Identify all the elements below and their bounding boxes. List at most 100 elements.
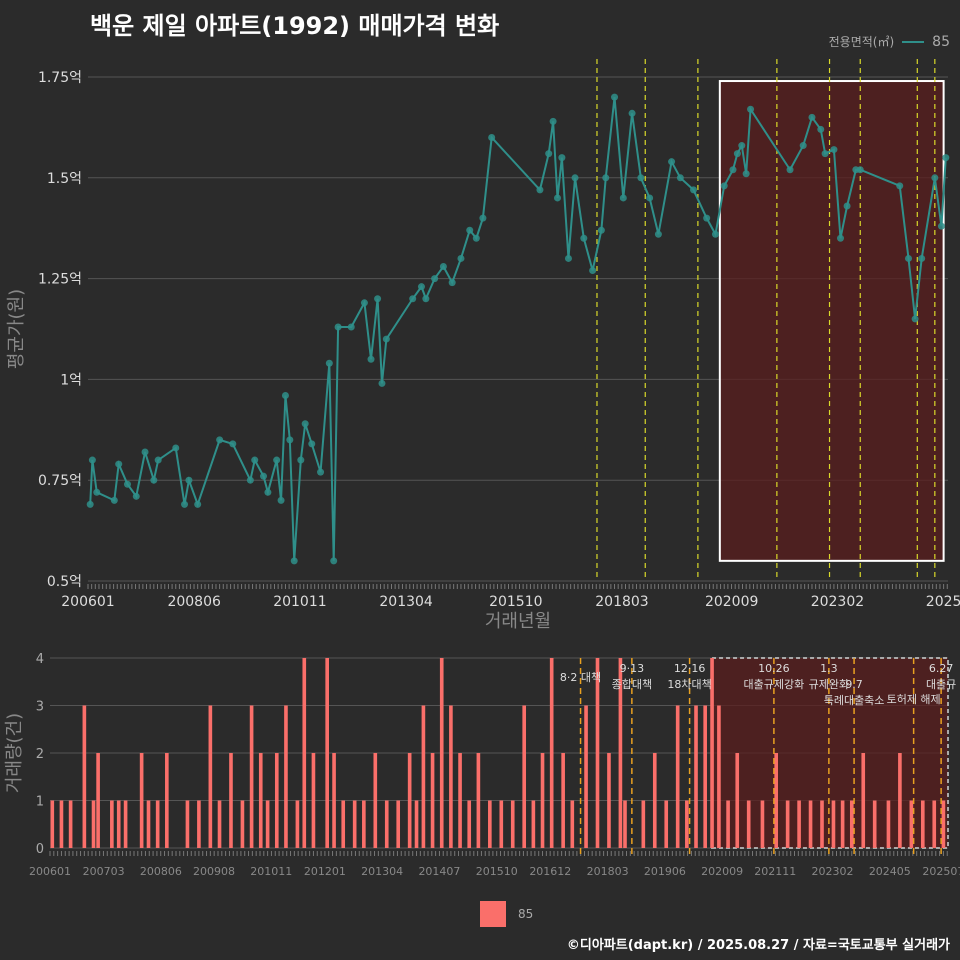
volume-bar — [717, 705, 721, 848]
price-line — [89, 97, 947, 561]
volume-bar — [476, 753, 481, 848]
price-point — [654, 230, 662, 238]
volume-bar — [407, 753, 412, 848]
price-point — [918, 254, 926, 262]
price-point — [229, 440, 237, 448]
volume-bar — [861, 753, 866, 848]
highlight-box — [718, 80, 945, 562]
price-point — [466, 226, 474, 234]
x-tick-label: 201011 — [273, 594, 326, 610]
price-point — [558, 154, 566, 162]
volume-bar — [91, 800, 96, 848]
x-tick-label: 201906 — [644, 865, 686, 878]
price-point — [942, 154, 950, 162]
y-axis-label: 평균가(원) — [6, 289, 27, 369]
volume-bar — [185, 800, 190, 848]
price-point — [817, 125, 825, 133]
volume-bar — [831, 800, 836, 848]
y-tick-label: 0 — [36, 842, 44, 857]
volume-bar — [430, 753, 435, 848]
price-point — [439, 263, 447, 271]
price-point — [646, 194, 654, 202]
policy-label: 12·16 — [674, 662, 706, 675]
volume-bar — [439, 658, 444, 848]
volume-bar — [872, 800, 877, 848]
price-point — [589, 267, 597, 275]
volume-bar — [341, 800, 346, 848]
volume-bar — [703, 705, 707, 848]
volume-bar — [414, 800, 419, 848]
legend-bar-swatch — [480, 901, 506, 927]
price-point — [181, 500, 189, 508]
price-point — [172, 444, 180, 452]
price-point — [308, 440, 316, 448]
volume-bar — [68, 800, 73, 848]
price-point — [297, 456, 305, 464]
legend-bottom-value: 85 — [518, 907, 534, 921]
policy-label: 6.27 — [929, 662, 954, 675]
volume-bar — [146, 800, 151, 848]
volume-bar — [352, 800, 357, 848]
price-point — [360, 299, 368, 307]
price-point — [747, 105, 755, 113]
volume-bar — [898, 753, 902, 848]
price-point — [264, 488, 272, 496]
volume-bar — [421, 705, 426, 848]
price-point — [417, 283, 425, 291]
volume-bar — [652, 753, 657, 848]
price-point — [457, 254, 465, 262]
price-point — [896, 182, 904, 190]
legend-top-value: 85 — [932, 33, 950, 50]
volume-bar — [274, 753, 279, 848]
price-point — [597, 226, 605, 234]
price-point — [141, 448, 149, 456]
price-point — [88, 456, 96, 464]
price-point — [93, 488, 101, 496]
price-point — [330, 557, 338, 565]
volume-bar — [325, 658, 330, 848]
price-point — [571, 174, 579, 182]
price-point — [611, 93, 619, 101]
x-tick-label: 200806 — [140, 865, 182, 878]
price-point — [808, 113, 816, 121]
volume-bar — [909, 800, 914, 848]
volume-bar — [258, 753, 263, 848]
volume-bar — [641, 800, 646, 848]
legend-top: 전용면적(㎡) 85 — [829, 33, 950, 50]
volume-bar — [155, 800, 160, 848]
volume-bar — [726, 800, 730, 848]
policy-label: 종합대책 — [612, 678, 652, 691]
price-point — [246, 476, 254, 484]
price-point — [132, 492, 140, 500]
legend-top-label: 전용면적(㎡) — [828, 35, 895, 49]
policy-label: 특례대출축소 — [824, 694, 885, 707]
volume-bar — [584, 705, 588, 848]
price-point — [194, 500, 202, 508]
price-point — [856, 166, 864, 174]
price-point — [738, 142, 746, 150]
x-tick-label: 202405 — [869, 865, 911, 878]
x-tick-label: 202302 — [811, 594, 864, 610]
volume-bar — [664, 800, 669, 848]
y-tick-label: 1.5억 — [47, 171, 82, 187]
volume-bar — [531, 800, 536, 848]
x-tick-label: 201803 — [587, 865, 629, 878]
x-tick-label: 201304 — [379, 594, 433, 610]
price-point — [378, 379, 386, 387]
volume-bar — [59, 800, 64, 848]
policy-label: 9·13 — [620, 662, 645, 675]
policy-label: 8·2 대책 — [560, 671, 601, 684]
price-point — [668, 158, 676, 166]
price-point — [409, 295, 417, 303]
volume-bar — [249, 705, 254, 848]
volume-bar — [540, 753, 545, 848]
price-point — [382, 335, 390, 343]
price-point — [837, 234, 844, 242]
price-point — [286, 436, 294, 444]
volume-bar — [618, 658, 623, 848]
volume-bar — [302, 658, 307, 848]
x-tick-label: 202302 — [812, 865, 854, 878]
price-point — [422, 295, 430, 303]
x-tick-label: 200908 — [193, 865, 235, 878]
